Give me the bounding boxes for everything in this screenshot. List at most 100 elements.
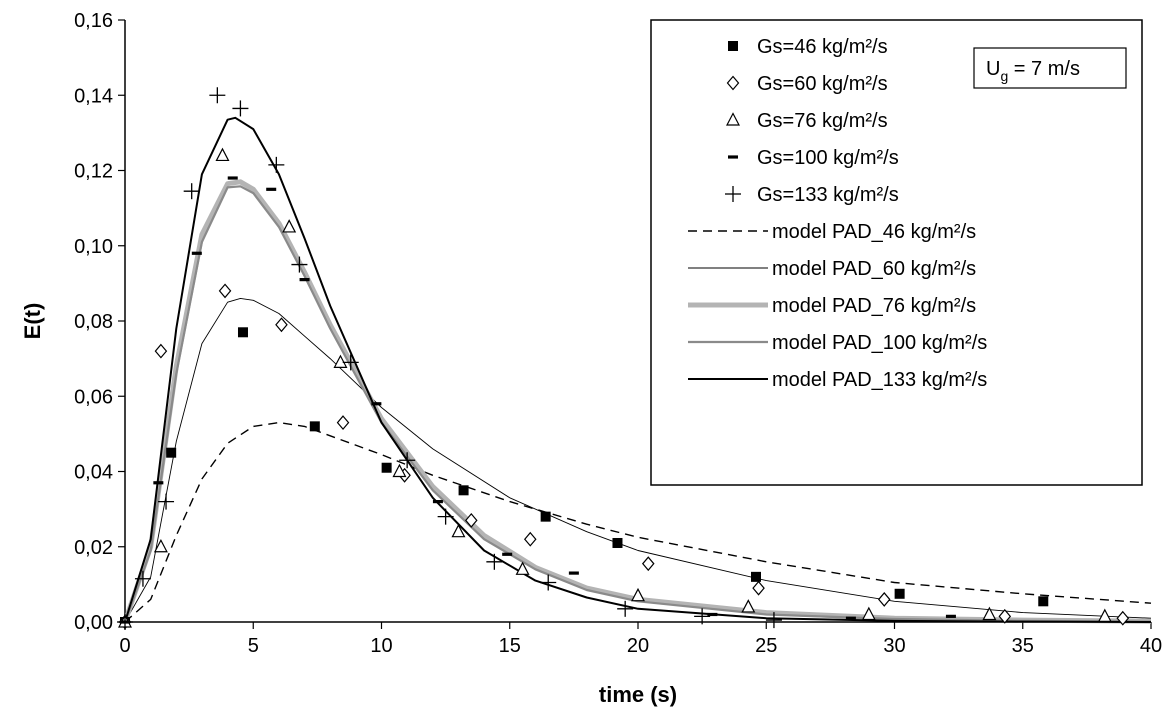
data-point [266,187,277,191]
data-point [877,591,891,607]
legend-label: Gs=76 kg/m²/s [757,110,888,132]
model-curve [124,116,1152,623]
data-point [845,616,856,620]
data-point [232,100,249,117]
data-point [275,317,288,333]
data-point [153,481,164,485]
data-point [523,531,537,547]
data-point [750,571,761,582]
legend-marker [728,41,738,51]
data-point [342,354,359,371]
y-axis-title: E(t) [20,303,45,340]
data-point [540,511,551,522]
data-point [451,523,466,538]
data-point [268,156,285,173]
legend-marker [725,186,741,202]
legend-entry: model PAD_46 kg/m²/s [688,221,976,243]
x-tick-label: 40 [1140,635,1162,657]
data-point [392,463,407,478]
x-tick-label: 30 [883,635,905,657]
data-point [432,500,443,504]
data-point [299,278,310,282]
y-tick-label: 0,02 [74,537,113,559]
x-tick-label: 35 [1012,635,1034,657]
data-markers [117,87,1130,630]
data-point [437,508,454,525]
data-point [218,283,232,299]
data-point [291,256,308,273]
data-point [215,147,230,162]
data-point [641,556,655,572]
data-point [707,612,718,617]
data-point [568,571,579,575]
annotation-text: Ug = 7 m/s [986,58,1080,84]
data-point [399,452,416,469]
data-point [617,600,634,617]
data-point [191,251,202,255]
legend: Gs=46 kg/m²/s Gs=60 kg/m²/s Gs=76 kg/m²/s G… [650,19,1143,486]
data-point [381,462,392,473]
x-axis-title: time (s) [599,682,677,707]
legend-entry: model PAD_133 kg/m²/s [688,369,987,391]
data-point [1097,608,1112,622]
velocity-annotation: Ug = 7 m/s [973,47,1127,89]
model-curve [124,297,1152,623]
data-point [209,87,226,104]
data-point [166,447,177,458]
y-tick-label: 0,12 [74,161,113,183]
data-point [1116,610,1130,626]
axis-ticks: 0 5 10 15 20 25 30 35 40 0,00 0,02 0,04 0,06 0,08 0,10… [74,10,1162,657]
data-point [540,574,557,591]
data-point [1038,596,1049,607]
data-point [117,614,133,630]
legend-label: Gs=100 kg/m²/s [757,147,899,169]
data-point [282,219,297,233]
data-point [861,606,876,621]
data-point [694,608,711,625]
x-tick-label: 10 [370,635,392,657]
data-point [309,421,320,432]
legend-label: model PAD_46 kg/m²/s [772,221,976,243]
data-point [486,553,503,570]
x-tick-label: 25 [755,635,777,657]
y-tick-label: 0,10 [74,236,113,258]
y-tick-label: 0,08 [74,311,113,333]
legend-entry: Gs=46 kg/m²/s [728,36,888,58]
legend-label: model PAD_76 kg/m²/s [772,295,976,317]
x-tick-label: 0 [119,635,130,657]
legend-label: Gs=133 kg/m²/s [757,184,899,206]
plot-area: 0 5 10 15 20 25 30 35 40 0,00 0,02 0,04 0,06 0,08 0,10… [74,10,1162,657]
model-curve [124,421,1152,623]
data-point [134,570,151,587]
y-tick-label: 0,06 [74,386,113,408]
x-tick-label: 20 [627,635,649,657]
data-point [612,537,623,548]
annotation-box [973,47,1127,89]
data-point [502,552,513,556]
data-point [333,354,348,368]
x-tick-label: 15 [499,635,521,657]
legend-entry: Gs=60 kg/m²/s [726,73,888,95]
data-point [183,183,200,200]
data-point [336,415,350,431]
data-point [371,402,382,406]
data-point [237,327,248,338]
y-tick-label: 0,14 [74,85,113,107]
legend-entry: Gs=100 kg/m²/s [728,147,899,169]
legend-label: model PAD_100 kg/m²/s [772,332,987,354]
data-point [945,614,956,618]
legend-marker [726,75,740,91]
data-point [464,512,478,528]
data-point [153,538,168,553]
legend-box [650,19,1143,486]
data-point [998,608,1012,624]
y-tick-label: 0,04 [74,462,113,484]
data-point [631,587,645,602]
legend-entry: model PAD_100 kg/m²/s [688,332,987,354]
legend-label: model PAD_133 kg/m²/s [772,369,987,391]
x-tick-label: 5 [248,635,259,657]
legend-marker [728,155,738,159]
data-point [982,606,997,621]
data-point [765,612,782,629]
